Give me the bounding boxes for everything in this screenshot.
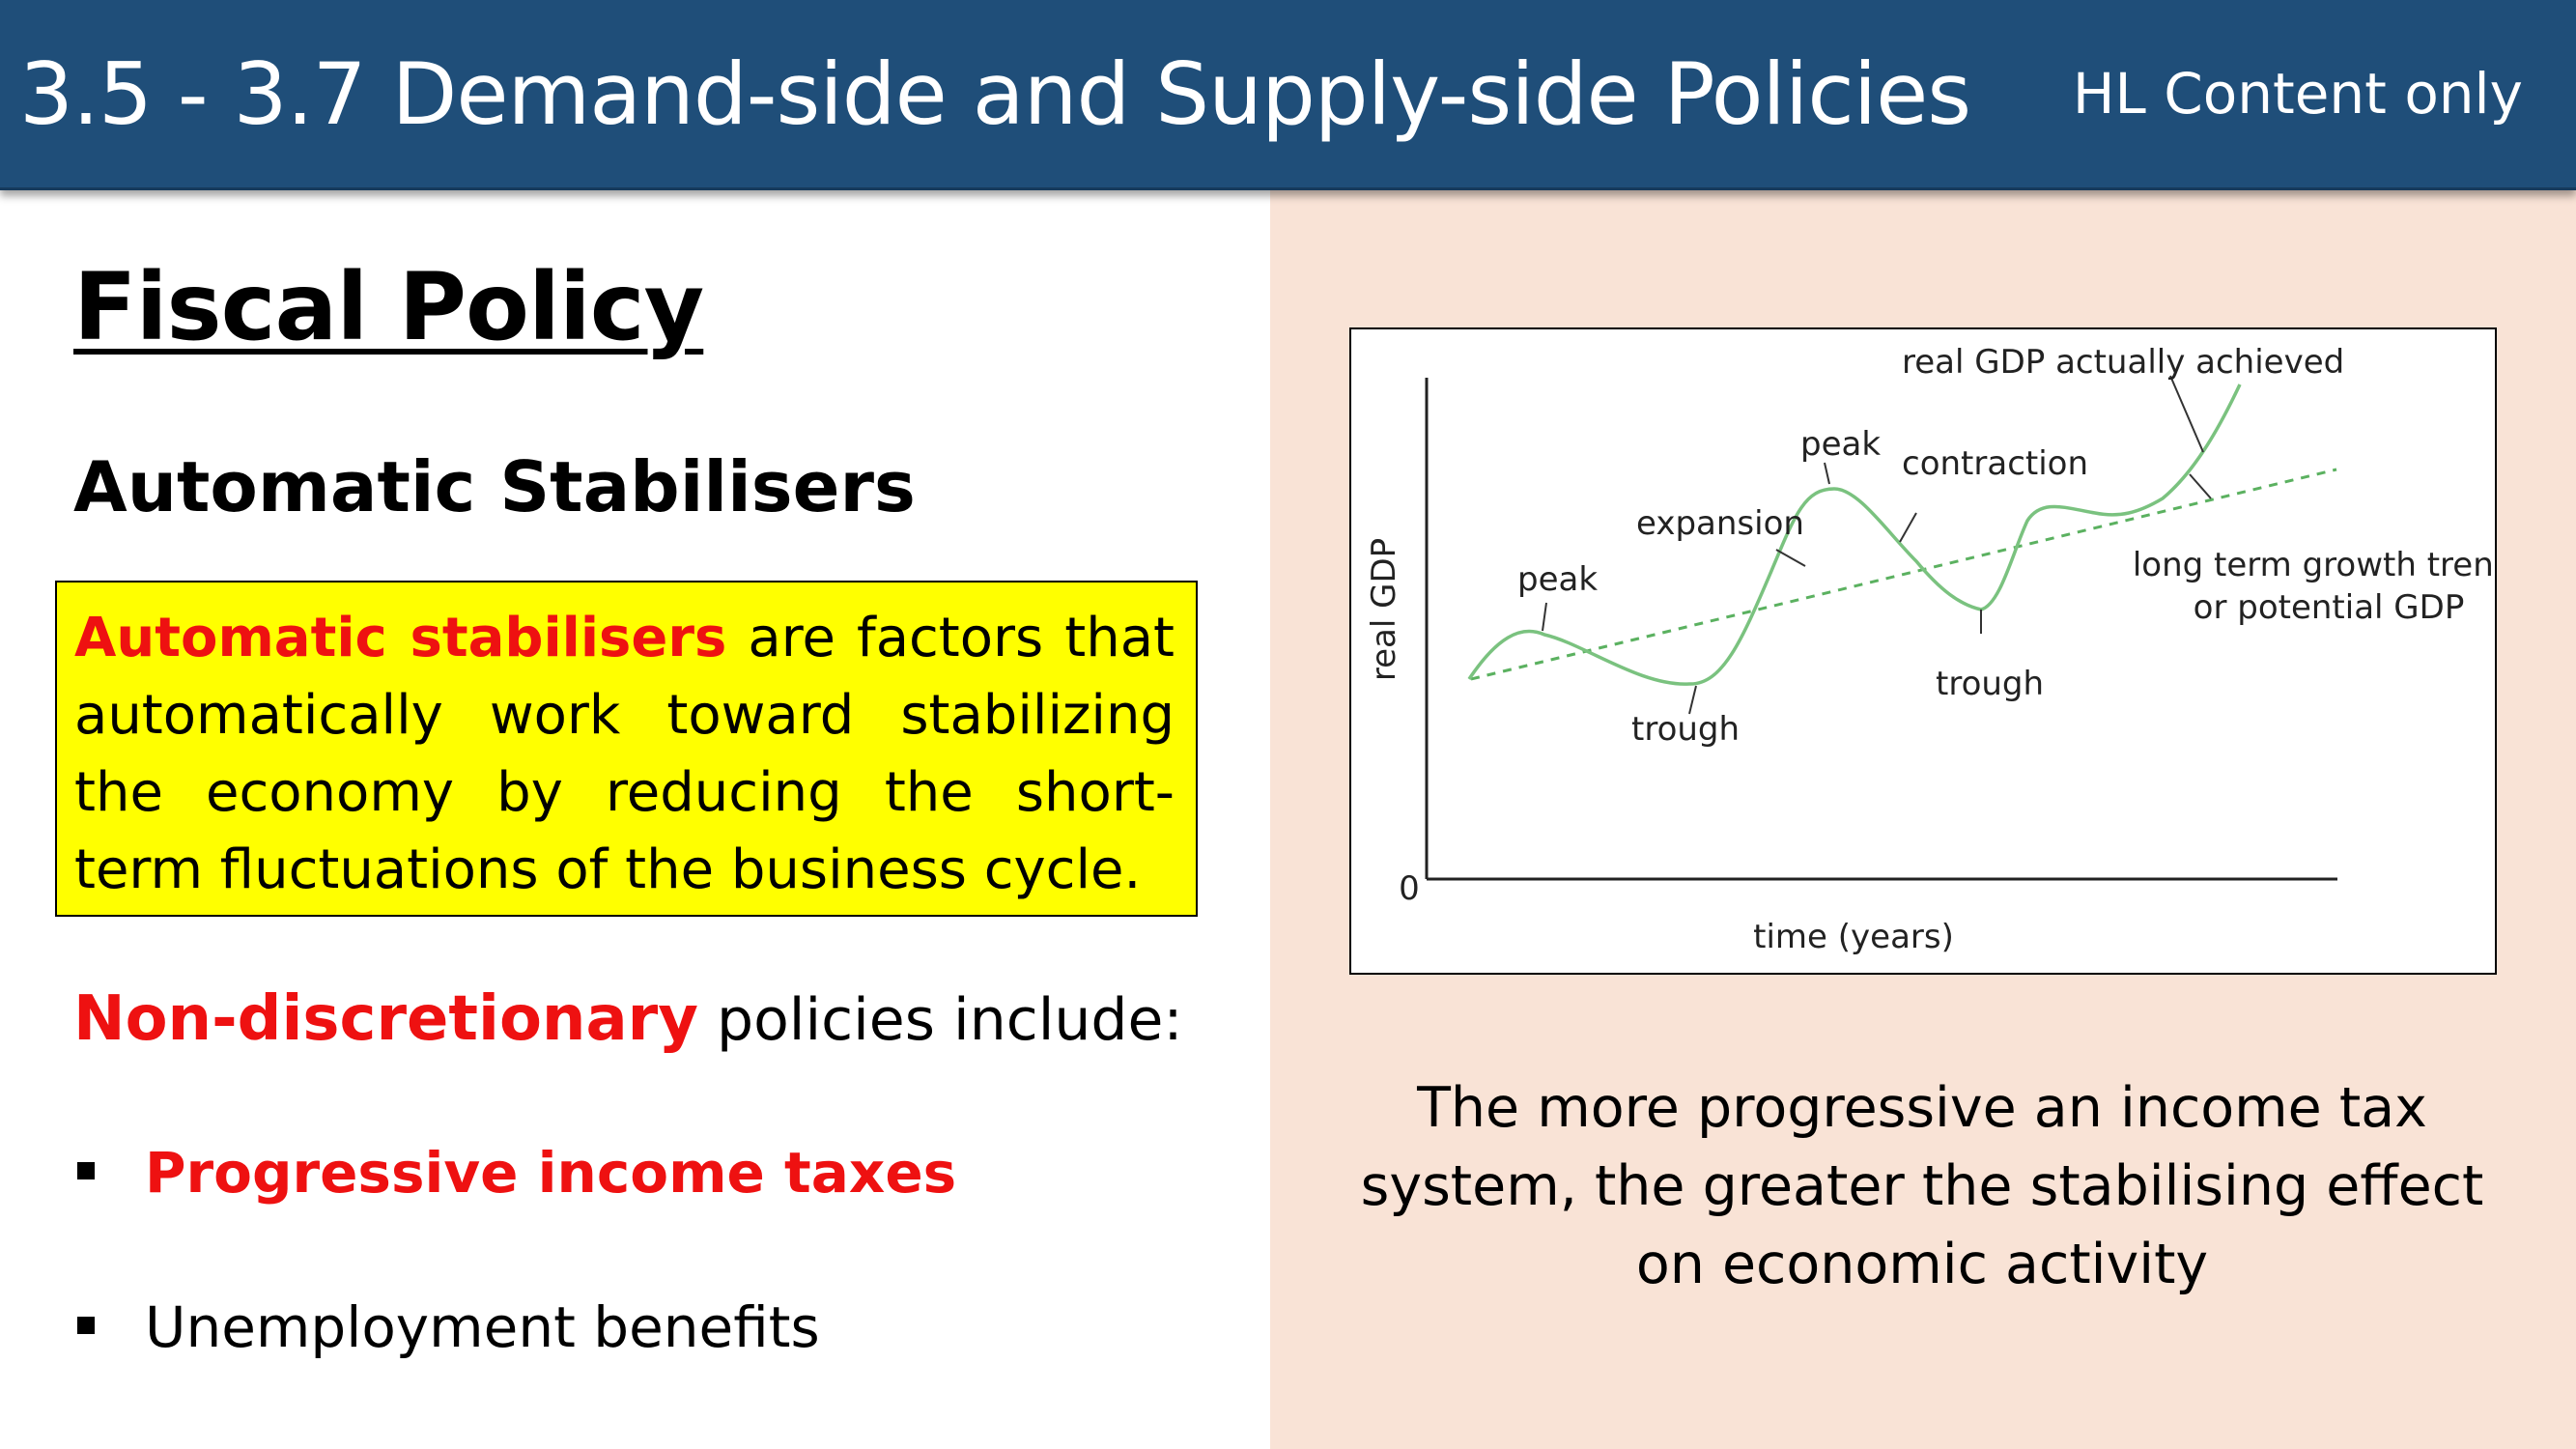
trend-label-line1: long term growth trend, bbox=[2133, 546, 2495, 584]
real-gdp-curve bbox=[1467, 384, 2242, 686]
peak2-leader bbox=[1824, 462, 1830, 485]
trough2-label: trough bbox=[1936, 665, 2044, 703]
peak1-leader bbox=[1542, 602, 1547, 632]
y-axis-label: real GDP bbox=[1365, 538, 1403, 681]
bullet-square-icon bbox=[77, 1161, 95, 1179]
trough1-label: trough bbox=[1631, 710, 1740, 749]
peak1-label: peak bbox=[1517, 560, 1598, 599]
caption: The more progressive an income tax syste… bbox=[1360, 1076, 2484, 1296]
slide-subtitle: HL Content only bbox=[2072, 61, 2523, 127]
trend-leader bbox=[2189, 473, 2212, 499]
non-discretionary-text: policies include: bbox=[697, 986, 1183, 1054]
actual-gdp-label: real GDP actually achieved bbox=[1902, 343, 2344, 382]
expansion-leader bbox=[1775, 549, 1806, 567]
trend-label-line2: or potential GDP bbox=[2194, 588, 2465, 627]
contraction-label: contraction bbox=[1902, 444, 2088, 483]
section-title: Fiscal Policy bbox=[73, 253, 704, 361]
bullet-square-icon bbox=[77, 1316, 95, 1334]
trough1-leader bbox=[1688, 685, 1697, 715]
non-discretionary-term: Non-discretionary bbox=[73, 983, 698, 1055]
bullet-item: Unemployment benefits bbox=[77, 1294, 1140, 1360]
origin-label: 0 bbox=[1399, 869, 1420, 908]
bullet-text: Unemployment benefits bbox=[145, 1294, 820, 1360]
peak2-label: peak bbox=[1800, 425, 1881, 464]
expansion-label: expansion bbox=[1636, 504, 1804, 543]
sub-title: Automatic Stabilisers bbox=[73, 446, 916, 527]
slide-header: 3.5 - 3.7 Demand-side and Supply-side Po… bbox=[0, 0, 2576, 190]
business-cycle-svg: 0 time (years) real GDP peak trough expa… bbox=[1365, 343, 2495, 956]
definition-text: are factors that automatically work towa… bbox=[74, 607, 1175, 901]
bullet-text: Progressive income taxes bbox=[145, 1140, 957, 1206]
slide-title: 3.5 - 3.7 Demand-side and Supply-side Po… bbox=[19, 43, 1971, 144]
x-axis-label: time (years) bbox=[1753, 918, 1954, 956]
business-cycle-diagram: 0 time (years) real GDP peak trough expa… bbox=[1349, 327, 2497, 975]
bullet-item: Progressive income taxes bbox=[77, 1140, 1140, 1206]
trend-line bbox=[1470, 468, 2337, 681]
contraction-leader bbox=[1899, 512, 1917, 543]
actual-leader bbox=[2169, 375, 2204, 453]
definition-term: Automatic stabilisers bbox=[74, 607, 727, 669]
definition-box: Automatic stabilisers are factors that a… bbox=[55, 581, 1198, 917]
non-discretionary-line: Non-discretionary policies include: bbox=[73, 983, 1183, 1055]
